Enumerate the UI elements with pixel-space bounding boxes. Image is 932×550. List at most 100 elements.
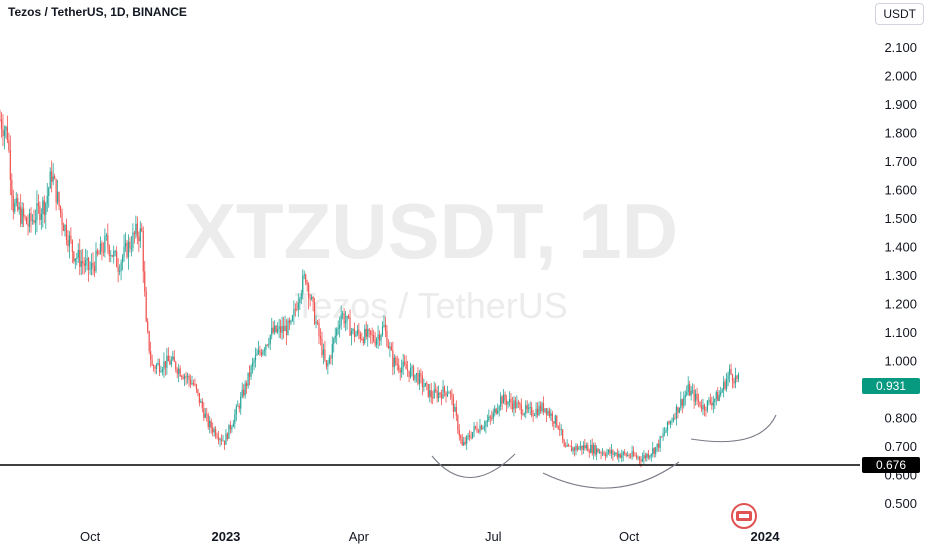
candle-body: [650, 454, 652, 456]
x-tick-label: 2023: [211, 529, 240, 544]
candle-body: [433, 389, 435, 399]
candle-body: [120, 262, 122, 272]
candle-body: [306, 282, 308, 285]
tradingview-logo-icon[interactable]: [731, 503, 757, 529]
candle-body: [334, 335, 336, 339]
candle-body: [501, 396, 503, 404]
candle-body: [541, 403, 543, 412]
candle-body: [293, 309, 295, 317]
candle-body: [469, 435, 471, 438]
x-tick-label: Apr: [349, 529, 370, 544]
candle-body: [593, 445, 595, 454]
candle-body: [677, 406, 679, 413]
candle-body: [52, 176, 54, 182]
candle-body: [507, 401, 509, 405]
candle-body: [460, 435, 462, 439]
candle-body: [628, 454, 630, 457]
candle-body: [266, 344, 268, 346]
candle-body: [638, 456, 641, 460]
candle-body: [305, 274, 307, 283]
candle-body: [483, 426, 486, 428]
candle-body: [0, 119, 1, 121]
candle-body: [471, 432, 474, 438]
arc-3[interactable]: [690, 414, 777, 443]
candle-body: [167, 355, 169, 362]
candle-body: [262, 351, 264, 355]
arc-2[interactable]: [542, 461, 680, 489]
candle-body: [212, 428, 214, 433]
candle-body: [693, 390, 695, 402]
candle-body: [567, 444, 570, 446]
candle-body: [427, 383, 429, 397]
candle-body: [700, 406, 703, 410]
candle-body: [287, 320, 289, 335]
x-tick-label: Oct: [80, 529, 101, 544]
candle-body: [244, 383, 246, 396]
support-price-bg: [862, 457, 920, 473]
candle-body: [316, 321, 319, 324]
candle-body: [225, 433, 227, 445]
candle-body: [237, 405, 239, 407]
candle-body: [684, 395, 686, 398]
candle-body: [274, 325, 276, 333]
candle-body: [61, 212, 63, 225]
candle-body: [458, 430, 460, 436]
candle-body: [529, 407, 531, 408]
candle-body: [30, 213, 32, 222]
y-tick-label: 1.000: [884, 353, 917, 368]
candle-body: [151, 359, 153, 366]
candle-body: [687, 384, 689, 393]
candle-body: [488, 416, 490, 421]
candle-body: [49, 171, 51, 189]
candle-body: [272, 327, 274, 333]
candle-body: [473, 426, 475, 433]
candle-body: [550, 413, 552, 416]
candle-body: [95, 250, 97, 272]
candle-body: [514, 400, 517, 409]
y-axis[interactable]: 2.100 2.000 1.900 1.800 1.700 1.600 1.500 1.400…: [884, 40, 917, 511]
candle-body: [686, 392, 688, 396]
candle-body: [689, 384, 691, 396]
candle-body: [476, 427, 478, 432]
candle-body: [652, 448, 654, 455]
candle-body: [322, 349, 325, 356]
candle-body: [705, 410, 707, 411]
candle-body: [157, 363, 159, 365]
candle-body: [86, 257, 88, 261]
candle-body: [300, 293, 302, 300]
candle-body: [621, 455, 623, 458]
candle-body: [560, 429, 562, 431]
candle-body: [466, 436, 468, 444]
candle-body: [603, 452, 605, 455]
candle-body: [344, 320, 347, 324]
candle-body: [152, 365, 155, 368]
arc-1[interactable]: [431, 453, 516, 478]
candle-body: [544, 408, 546, 412]
candle-body: [144, 271, 146, 292]
candle-body: [40, 213, 42, 220]
candle-body: [721, 389, 723, 393]
candle-body: [616, 452, 618, 458]
candle-body: [158, 363, 161, 372]
candle-body: [452, 397, 454, 412]
candle-body: [415, 372, 418, 375]
candle-body: [500, 396, 502, 407]
candle-body: [135, 223, 137, 235]
candle-body: [519, 403, 521, 405]
candle-body: [491, 417, 493, 419]
candle-body: [392, 350, 394, 368]
currency-button[interactable]: USDT: [875, 3, 924, 25]
candle-body: [179, 368, 181, 377]
candle-body: [77, 249, 79, 258]
y-tick-label: 2.100: [884, 40, 917, 55]
candle-body: [426, 383, 428, 384]
candle-body: [454, 407, 456, 412]
y-tick-label: 2.000: [884, 69, 917, 84]
candle-body: [39, 206, 41, 220]
candle-body: [142, 231, 144, 272]
candle-body: [600, 452, 602, 454]
candle-body: [74, 258, 76, 262]
x-axis[interactable]: Oct 2023 Apr Jul Oct 2024: [80, 529, 780, 544]
candle-body: [325, 360, 327, 367]
